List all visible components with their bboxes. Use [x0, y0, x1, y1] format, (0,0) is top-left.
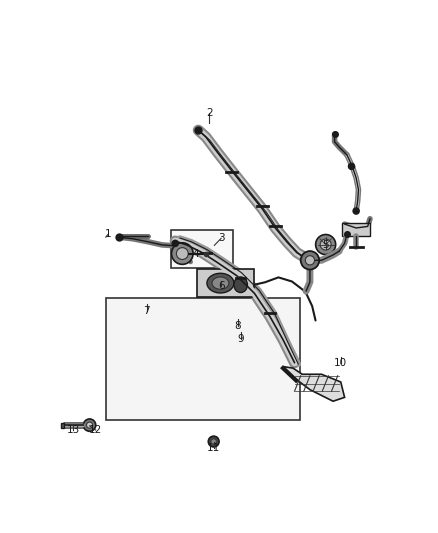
Ellipse shape	[234, 277, 247, 293]
Circle shape	[83, 419, 96, 431]
Text: 4: 4	[192, 248, 199, 259]
Circle shape	[211, 439, 216, 444]
Circle shape	[301, 251, 319, 270]
Circle shape	[320, 239, 331, 250]
Circle shape	[177, 248, 188, 260]
Text: 1: 1	[105, 229, 111, 239]
Text: 11: 11	[207, 443, 220, 453]
Text: 5: 5	[322, 239, 329, 249]
Circle shape	[349, 163, 355, 169]
Text: 7: 7	[144, 306, 150, 316]
Circle shape	[172, 240, 178, 246]
Polygon shape	[283, 367, 345, 401]
Bar	[342, 223, 370, 236]
Circle shape	[208, 436, 219, 447]
Text: 12: 12	[89, 425, 102, 435]
Text: 10: 10	[334, 358, 347, 368]
Bar	[198, 269, 254, 297]
Text: 13: 13	[67, 425, 80, 435]
Text: 9: 9	[237, 334, 244, 344]
Text: 3: 3	[218, 233, 224, 244]
Bar	[61, 423, 64, 427]
Text: 2: 2	[206, 108, 212, 118]
Circle shape	[172, 243, 193, 264]
Text: 6: 6	[218, 280, 224, 290]
Bar	[170, 230, 233, 268]
Circle shape	[305, 256, 314, 265]
Ellipse shape	[212, 277, 229, 289]
Ellipse shape	[207, 273, 234, 293]
Bar	[106, 298, 300, 420]
Circle shape	[316, 235, 336, 255]
Circle shape	[86, 422, 93, 428]
Circle shape	[353, 208, 359, 214]
Text: 8: 8	[235, 321, 241, 331]
